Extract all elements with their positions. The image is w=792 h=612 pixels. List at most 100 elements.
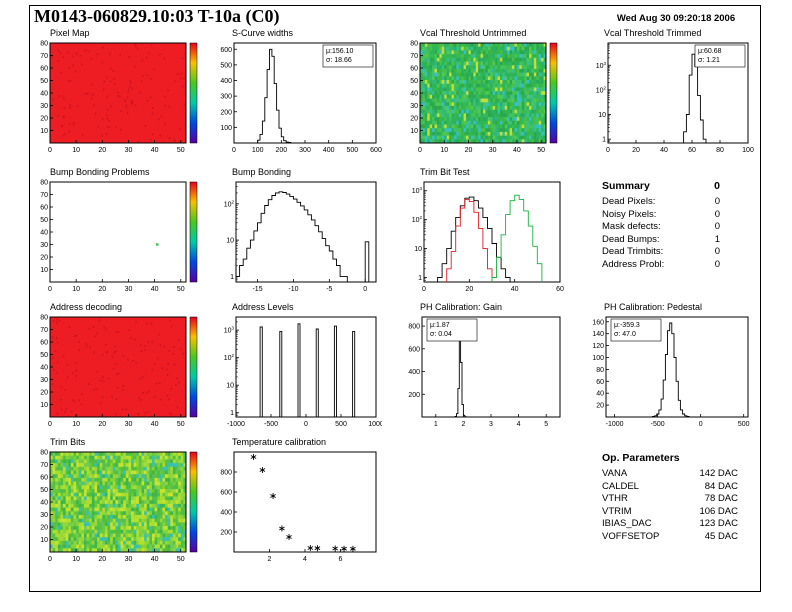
svg-text:80: 80	[40, 315, 48, 322]
address-decoding-plot: 0 10 20 30 40 50 10 20 30 40 50 60 70 80	[40, 315, 198, 428]
svg-text:80: 80	[40, 180, 48, 187]
svg-text:0: 0	[48, 286, 52, 293]
svg-text:30: 30	[125, 286, 133, 293]
panel-address-decoding: Address decoding 0 10 20 30 40 50 10 20 30 40 50 60…	[28, 302, 206, 431]
svg-text:20: 20	[98, 556, 106, 563]
bump-bonding-plot: -15 -10 -5 0 1 10 102	[224, 181, 377, 293]
summary-row: Dead Pixels: 0	[602, 196, 720, 207]
svg-text:60: 60	[556, 286, 564, 293]
summary-row: Noisy Pixels: 0	[602, 208, 720, 220]
panel-vcal-threshold-untrimmed: Vcal Threshold Untrimmed 0 10 20 30 40 50 10 20…	[398, 28, 566, 157]
svg-text:10: 10	[440, 147, 448, 154]
ph-calibration-pedestal-plot: -1000 -500 0 500 20 40 60 80 100 120 140 160 μ:-359.…	[592, 316, 750, 428]
svg-text:30: 30	[125, 147, 133, 154]
page-title: M0143-060829.10:03 T-10a (C0)	[34, 6, 280, 26]
panel-vcal-threshold-trimmed: Vcal Threshold Trimmed 0 20 40 60 80 100 1 10 10…	[582, 28, 754, 157]
svg-text:60: 60	[688, 147, 696, 154]
svg-text:500: 500	[346, 147, 358, 154]
svg-text:50: 50	[177, 147, 185, 154]
svg-text:50: 50	[177, 421, 185, 428]
svg-text:30: 30	[40, 103, 48, 110]
svg-text:50: 50	[177, 286, 185, 293]
op-parameters-block: Op. Parameters VANA 142 DAC CALDEL 84 DAC …	[602, 452, 738, 543]
svg-text:-5: -5	[326, 286, 332, 293]
op-parameter-row: IBIAS_DAC 123 DAC	[602, 518, 738, 529]
svg-text:-10: -10	[288, 286, 298, 293]
svg-text:0: 0	[232, 147, 236, 154]
summary-block: Summary 0 Dead Pixels: 0 Noisy Pixels: 0 M…	[602, 180, 720, 271]
svg-text:σ: 47.0: σ: 47.0	[614, 331, 636, 338]
svg-text:40: 40	[40, 500, 48, 507]
svg-text:2: 2	[461, 421, 465, 428]
svg-text:200: 200	[220, 109, 232, 116]
panel-s-curve-widths: S-Curve widths 0 100 200 300 400 500 600 100 200…	[210, 28, 382, 157]
svg-text:0: 0	[422, 286, 426, 293]
svg-text:30: 30	[40, 377, 48, 384]
svg-text:103: 103	[224, 326, 235, 335]
svg-text:σ: 0.04: σ: 0.04	[430, 331, 452, 338]
svg-text:102: 102	[596, 85, 607, 94]
svg-text:80: 80	[410, 41, 418, 48]
svg-text:200: 200	[220, 530, 232, 537]
svg-text:2: 2	[268, 556, 272, 563]
svg-text:20: 20	[632, 147, 640, 154]
panel-bump-bonding-problems: Bump Bonding Problems 0 10 20 30 40 50 10 20 30 4…	[28, 167, 206, 296]
svg-text:4: 4	[303, 556, 307, 563]
svg-text:70: 70	[40, 462, 48, 469]
svg-text:50: 50	[40, 487, 48, 494]
chart-title: Vcal Threshold Untrimmed	[420, 28, 527, 38]
svg-text:10: 10	[40, 402, 48, 409]
svg-text:40: 40	[40, 365, 48, 372]
svg-text:100: 100	[592, 355, 604, 362]
svg-text:μ:156.10: μ:156.10	[326, 48, 353, 55]
svg-text:500: 500	[335, 421, 347, 428]
op-parameter-row: VANA 142 DAC	[602, 468, 738, 479]
svg-text:70: 70	[40, 53, 48, 60]
svg-text:400: 400	[220, 510, 232, 517]
summary-row: Dead Bumps: 1	[602, 233, 720, 245]
chart-title: PH Calibration: Gain	[420, 302, 503, 312]
svg-text:40: 40	[40, 91, 48, 98]
svg-text:200: 200	[408, 392, 420, 399]
chart-title: PH Calibration: Pedestal	[604, 302, 703, 312]
svg-text:30: 30	[40, 242, 48, 249]
svg-text:1: 1	[602, 137, 606, 144]
svg-text:20: 20	[410, 116, 418, 123]
svg-text:10: 10	[72, 421, 80, 428]
svg-text:600: 600	[220, 490, 232, 497]
svg-text:10: 10	[410, 128, 418, 135]
chart-title: Bump Bonding Problems	[50, 167, 150, 177]
op-parameters-title: Op. Parameters	[602, 452, 680, 464]
chart-title: Address Levels	[232, 302, 294, 312]
svg-text:20: 20	[40, 255, 48, 262]
panel-pixel-map: Pixel Map 0 10 20 30 40 50 10 20 30 40 50 60 70 80	[28, 28, 206, 157]
svg-text:40: 40	[40, 230, 48, 237]
svg-text:μ:60.68: μ:60.68	[698, 48, 722, 55]
svg-text:20: 20	[40, 390, 48, 397]
svg-text:10: 10	[72, 286, 80, 293]
svg-text:-1000: -1000	[606, 421, 624, 428]
svg-text:40: 40	[513, 147, 521, 154]
svg-text:40: 40	[511, 286, 519, 293]
svg-text:10: 10	[226, 238, 234, 245]
svg-text:20: 20	[465, 147, 473, 154]
panel-ph-calibration-pedestal: PH Calibration: Pedestal -1000 -500 0 500 20…	[582, 302, 754, 431]
summary-row: Address Probl: 0	[602, 258, 720, 270]
chart-title: Trim Bits	[50, 437, 86, 447]
svg-text:1: 1	[434, 421, 438, 428]
svg-text:50: 50	[40, 78, 48, 85]
svg-text:1: 1	[418, 275, 422, 282]
svg-text:0: 0	[48, 421, 52, 428]
svg-text:40: 40	[660, 147, 668, 154]
svg-text:400: 400	[220, 78, 232, 85]
svg-text:40: 40	[410, 91, 418, 98]
svg-text:60: 60	[40, 475, 48, 482]
svg-text:0: 0	[699, 421, 703, 428]
svg-text:0: 0	[606, 147, 610, 154]
svg-text:10: 10	[72, 556, 80, 563]
ph-calibration-gain-plot: 1 2 3 4 5 200 400 600 800 μ:1.87 σ: 0.04	[408, 316, 561, 428]
svg-text:400: 400	[408, 369, 420, 376]
svg-text:-500: -500	[651, 421, 665, 428]
svg-text:600: 600	[408, 346, 420, 353]
